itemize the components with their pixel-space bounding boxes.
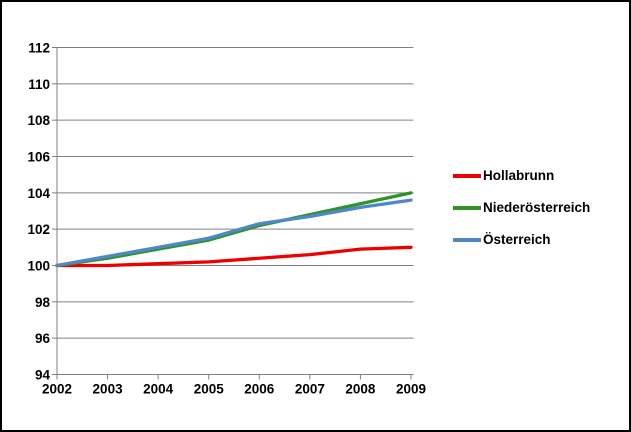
legend-item: Hollabrunn: [453, 166, 590, 186]
x-tick-label: 2006: [244, 382, 275, 397]
y-tick-label: 102: [27, 222, 50, 237]
series-line-0: [55, 245, 413, 268]
legend-color-line: [453, 206, 481, 210]
x-tick-label: 2005: [194, 382, 225, 397]
x-tick-label: 2004: [143, 382, 174, 397]
y-tick-label: 104: [27, 186, 50, 201]
legend-item: Österreich: [453, 230, 590, 250]
y-tick-label: 108: [27, 113, 50, 128]
x-tick-label: 2002: [42, 382, 72, 397]
y-tick-label: 112: [28, 41, 50, 56]
legend-color-line: [453, 238, 481, 242]
series-line-2: [55, 198, 413, 268]
y-tick-label: 110: [28, 77, 50, 92]
legend: Hollabrunn Niederösterreich Österreich: [453, 166, 590, 262]
legend-label: Niederösterreich: [483, 200, 591, 216]
legend-label: Hollabrunn: [483, 168, 555, 184]
legend-label: Österreich: [483, 232, 551, 248]
x-tick-label: 2007: [295, 382, 325, 397]
y-tick-label: 98: [35, 295, 51, 310]
series-line-1: [55, 191, 413, 268]
legend-color-line: [453, 174, 481, 178]
y-tick-label: 96: [35, 331, 51, 346]
y-tick-label: 106: [27, 150, 50, 165]
y-tick-label: 94: [35, 368, 51, 383]
x-tick-label: 2003: [93, 382, 124, 397]
y-tick-label: 100: [27, 259, 50, 274]
legend-item: Niederösterreich: [453, 198, 590, 218]
x-tick-label: 2008: [345, 382, 376, 397]
x-tick-label: 2009: [396, 382, 426, 397]
